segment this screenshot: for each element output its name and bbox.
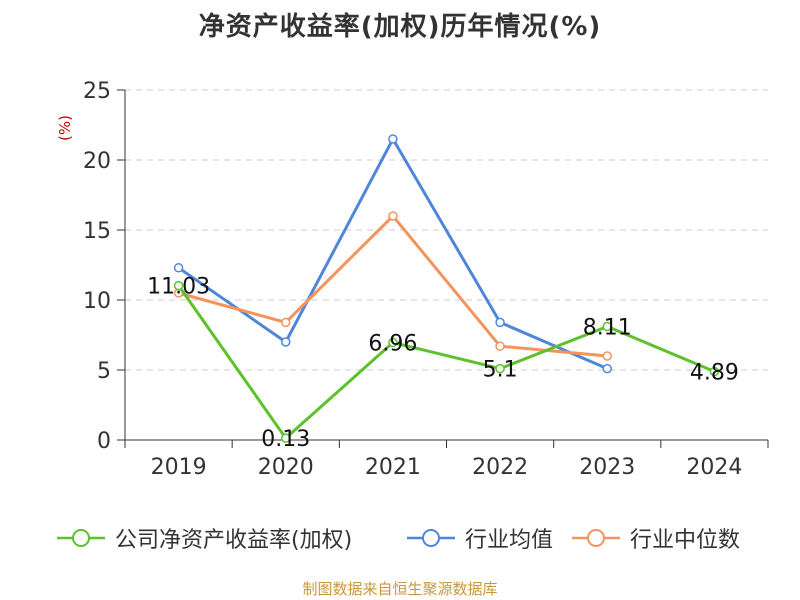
data-point (173, 263, 184, 273)
data-point (495, 341, 505, 351)
x-tick-label: 2020 (258, 455, 314, 480)
axes (117, 89, 769, 448)
data-point (281, 317, 291, 328)
legend: 公司净资产收益率(加权) 行业均值 行业中位数 (0, 518, 800, 558)
y-axis-label: (%) (56, 115, 74, 141)
data-point (388, 337, 398, 348)
data-point (602, 363, 612, 374)
legend-item[interactable]: 行业中位数 (570, 518, 740, 558)
legend-label: 行业均值 (465, 528, 554, 553)
legend-marker-icon (572, 529, 620, 547)
legend-marker-icon (57, 529, 105, 547)
source-note: 制图数据来自恒生聚源数据库 (302, 580, 498, 598)
data-point (173, 280, 184, 291)
data-label: 11.03 (147, 275, 210, 300)
data-point (495, 317, 505, 328)
chart-title: 净资产收益率(加权)历年情况(%) (198, 12, 602, 42)
data-point (495, 363, 505, 374)
data-point (388, 211, 398, 221)
legend-marker-icon (407, 529, 455, 547)
data-label: 0.13 (261, 427, 310, 452)
x-tick-label: 2022 (472, 455, 528, 480)
data-labels: 11.03 0.13 6.96 5.1 8.11 4.89 (147, 275, 739, 453)
data-point (709, 366, 720, 377)
y-tick-label: 5 (97, 359, 111, 384)
y-tick-label: 10 (83, 289, 111, 314)
data-point (602, 321, 612, 332)
data-label: 8.11 (583, 315, 632, 340)
legend-label: 公司净资产收益率(加权) (115, 528, 353, 553)
series-lines (173, 134, 720, 443)
y-tick-label: 20 (83, 149, 111, 174)
data-label: 6.96 (368, 332, 417, 357)
y-tick-label: 25 (83, 79, 111, 104)
data-label: 5.1 (483, 358, 518, 383)
legend-item[interactable]: 公司净资产收益率(加权) (55, 518, 352, 558)
data-point (602, 351, 612, 361)
x-tick-label: 2021 (365, 455, 421, 480)
y-tick-labels: 0 5 10 15 20 25 (83, 79, 111, 454)
x-tick-label: 2024 (686, 455, 742, 480)
series-line-0 (177, 284, 715, 440)
y-tick-label: 15 (83, 219, 111, 244)
data-label: 4.89 (690, 361, 739, 386)
legend-label: 行业中位数 (630, 528, 741, 553)
x-tick-labels: 2019 2020 2021 2022 2023 2024 (151, 455, 743, 480)
legend-item[interactable]: 行业均值 (405, 518, 553, 558)
x-tick-label: 2023 (579, 455, 635, 480)
x-tick-label: 2019 (151, 455, 207, 480)
data-point (281, 433, 291, 443)
data-point (388, 134, 398, 144)
y-tick-label: 0 (97, 429, 111, 454)
data-point (281, 337, 291, 347)
